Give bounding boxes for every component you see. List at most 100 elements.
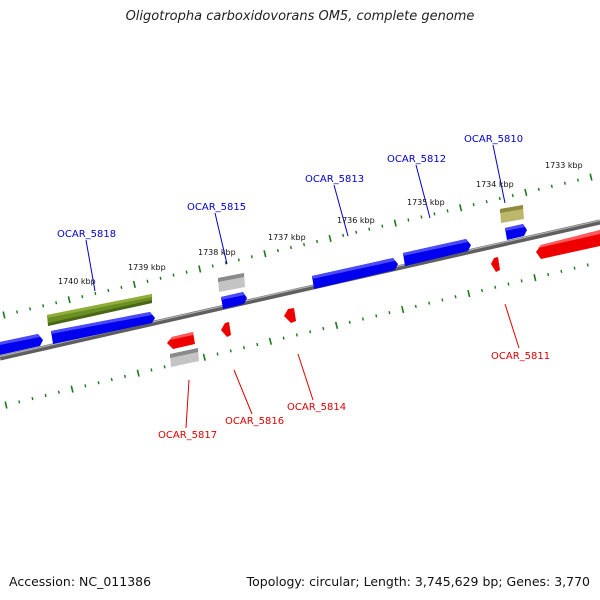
kbp-label: 1734 kbp	[476, 180, 514, 189]
gene-label-ocar-5810: OCAR_5810	[464, 134, 523, 145]
minor-tick	[224, 261, 227, 265]
olive-gene-5818[interactable]	[47, 294, 152, 326]
major-tick	[459, 204, 463, 212]
gene-label-ocar-5814: OCAR_5814	[287, 402, 346, 413]
red-gene-right[interactable]	[536, 230, 600, 259]
minor-tick	[163, 365, 166, 369]
minor-tick	[563, 181, 566, 185]
red-gene-5816[interactable]	[221, 322, 231, 337]
major-tick	[70, 385, 74, 393]
blue-gene-5810[interactable]	[505, 224, 527, 240]
kbp-label: 1738 kbp	[198, 248, 236, 257]
minor-tick	[428, 301, 431, 305]
minor-tick	[550, 184, 553, 188]
accession-text: Accession: NC_011386	[9, 574, 152, 589]
gene-label-ocar-5816: OCAR_5816	[225, 416, 284, 427]
major-tick	[268, 337, 273, 345]
minor-tick	[216, 352, 219, 356]
minor-tick	[511, 193, 514, 198]
gene-label-ocar-5813: OCAR_5813	[305, 174, 364, 185]
minor-tick	[18, 400, 21, 404]
major-tick	[589, 173, 593, 181]
major-tick	[132, 280, 136, 288]
genome-title: Oligotropha carboxidovorans OM5, complet…	[125, 9, 475, 24]
minor-tick	[242, 346, 246, 350]
gene-label-ocar-5812: OCAR_5812	[387, 154, 446, 165]
kbp-label: 1735 kbp	[407, 198, 445, 207]
minor-tick	[433, 212, 436, 216]
minor-tick	[375, 314, 378, 318]
minor-tick	[172, 273, 175, 277]
minor-tick	[441, 298, 444, 302]
red-gene-5814[interactable]	[284, 308, 296, 323]
minor-tick	[309, 330, 312, 334]
major-tick	[67, 296, 71, 304]
kbp-label: 1736 kbp	[337, 216, 375, 225]
minor-tick	[560, 269, 563, 273]
minor-tick	[150, 368, 153, 372]
minor-tick	[97, 381, 100, 385]
minor-tick	[414, 304, 417, 308]
blue-gene-5812[interactable]	[403, 239, 471, 266]
minor-tick	[361, 317, 365, 321]
minor-tick	[420, 215, 423, 219]
blue-gene-5818[interactable]	[51, 312, 155, 344]
minor-tick	[407, 218, 410, 222]
minor-tick	[454, 295, 457, 299]
red-gene-5811[interactable]	[491, 257, 500, 272]
leader-lines	[85, 144, 520, 429]
minor-tick	[107, 288, 110, 293]
kbp-label: 1739 kbp	[128, 263, 166, 272]
gene-label-ocar-5817: OCAR_5817	[158, 430, 217, 441]
red-gene-5817[interactable]	[167, 332, 195, 349]
minor-tick	[342, 233, 345, 237]
minor-tick	[472, 203, 475, 207]
minor-tick	[229, 349, 232, 353]
kbp-label: 1737 kbp	[268, 233, 306, 242]
minor-tick	[44, 393, 47, 398]
gene-label-ocar-5818: OCAR_5818	[57, 229, 116, 240]
major-tick	[4, 401, 8, 409]
minor-tick	[211, 264, 214, 268]
minor-tick	[282, 336, 285, 340]
major-tick	[136, 369, 140, 377]
minor-tick	[303, 242, 306, 247]
minor-tick	[498, 196, 501, 201]
minor-tick	[31, 397, 34, 401]
outer-tick-ring	[2, 173, 593, 319]
minor-tick	[29, 307, 32, 311]
minor-tick	[388, 311, 391, 315]
blue-gene-5813[interactable]	[312, 258, 398, 289]
minor-tick	[446, 209, 449, 213]
gene-label-ocar-5815: OCAR_5815	[187, 202, 246, 213]
genome-summary-text: Topology: circular; Length: 3,745,629 bp…	[246, 574, 590, 589]
minor-tick	[289, 245, 292, 250]
gray-gene-5815[interactable]	[218, 273, 245, 292]
minor-tick	[576, 178, 579, 182]
minor-tick	[81, 295, 84, 299]
minor-tick	[123, 374, 127, 378]
minor-tick	[276, 249, 279, 253]
minor-tick	[368, 227, 371, 231]
minor-tick	[295, 333, 298, 337]
major-tick	[524, 188, 528, 196]
minor-tick	[159, 276, 162, 280]
reverse-gene-labels: OCAR_5811 OCAR_5814 OCAR_5816 OCAR_5817	[158, 351, 550, 441]
gene-label-ocar-5811: OCAR_5811	[491, 351, 550, 362]
blue-gene-left[interactable]	[0, 334, 43, 355]
major-tick	[328, 234, 332, 242]
major-tick	[467, 290, 471, 298]
minor-tick	[55, 301, 58, 305]
khaki-gene-5810[interactable]	[500, 205, 524, 223]
gray-gene-5817[interactable]	[170, 348, 199, 367]
major-tick	[393, 219, 397, 227]
minor-tick	[485, 200, 488, 204]
minor-tick	[573, 266, 576, 270]
minor-tick	[110, 377, 113, 382]
minor-tick	[237, 258, 240, 262]
minor-tick	[586, 263, 589, 267]
minor-tick	[146, 279, 149, 283]
blue-gene-5815[interactable]	[221, 292, 247, 309]
minor-tick	[507, 282, 510, 286]
